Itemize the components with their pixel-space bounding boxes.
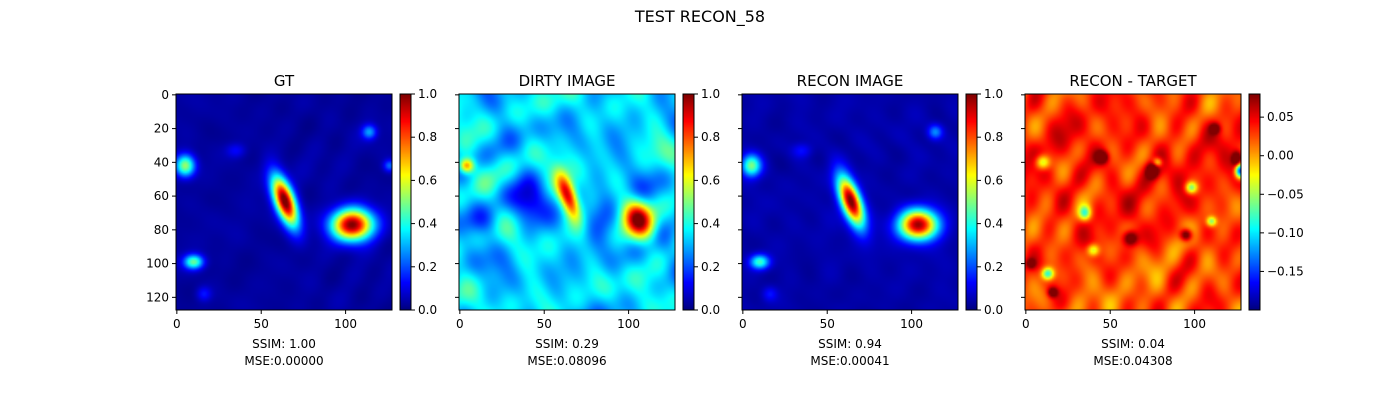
- colorbar-tick-label: 0.0: [418, 303, 437, 317]
- x-tick-label: 50: [537, 317, 552, 331]
- ssim-label: SSIM: 1.00: [252, 337, 316, 351]
- colorbar-tick-label: 0.8: [701, 130, 720, 144]
- heatmap-image: [1025, 94, 1241, 310]
- colorbar-tick-label: 0.2: [701, 260, 720, 274]
- panel-title: GT: [274, 72, 295, 90]
- x-tick-label: 100: [1183, 317, 1206, 331]
- colorbar-tick-label: 0.8: [418, 130, 437, 144]
- colorbar-frame: [965, 93, 978, 311]
- colorbar-gradient: [966, 94, 977, 310]
- panel-2: DIRTY IMAGE 0 50 100 SSIM: 0.29 MSE:0.08096 0.…: [455, 72, 720, 368]
- panel-1: GT 0 50 100 0 20 40 60 80 100 120 SSIM: 1.00 MSE:0.0…: [146, 72, 437, 368]
- colorbar-gradient: [400, 94, 411, 310]
- x-tick-label: 100: [900, 317, 923, 331]
- heatmap-image: [459, 94, 675, 310]
- x-tick-label: 100: [334, 317, 357, 331]
- x-tick-label: 50: [1103, 317, 1118, 331]
- colorbar-tick-label: 1.0: [701, 87, 720, 101]
- x-tick-label: 0: [739, 317, 747, 331]
- colorbar-tick-label: 0.4: [418, 217, 437, 231]
- mse-label: MSE:0.04308: [1093, 354, 1172, 368]
- panel-title: RECON IMAGE: [797, 72, 904, 90]
- axes-frame: [1024, 93, 1242, 311]
- ssim-label: SSIM: 0.04: [1101, 337, 1165, 351]
- colorbar-tick-label: 0.05: [1267, 110, 1294, 124]
- x-tick-label: 50: [820, 317, 835, 331]
- colorbar-tick-label: 1.0: [984, 87, 1003, 101]
- y-tick-label: 20: [154, 122, 169, 136]
- colorbar-tick-label: 0.0: [701, 303, 720, 317]
- y-tick-label: 120: [146, 290, 169, 304]
- x-tick-label: 0: [173, 317, 181, 331]
- panel-title: DIRTY IMAGE: [519, 72, 616, 90]
- colorbar-tick-label: 0.0: [984, 303, 1003, 317]
- colorbar-tick-label: −0.15: [1267, 264, 1304, 278]
- colorbar-tick-label: 0.00: [1267, 149, 1294, 163]
- colorbar-tick-label: 0.2: [418, 260, 437, 274]
- colorbar-tick-label: 0.6: [984, 173, 1003, 187]
- colorbar-tick-label: 0.4: [701, 217, 720, 231]
- y-tick-label: 80: [154, 223, 169, 237]
- panel-title: RECON - TARGET: [1069, 72, 1197, 90]
- colorbar-frame: [399, 93, 412, 311]
- colorbar-tick-label: −0.10: [1267, 226, 1304, 240]
- colorbar-frame: [682, 93, 695, 311]
- colorbar-tick-label: 0.4: [984, 217, 1003, 231]
- panel-3: RECON IMAGE 0 50 100 SSIM: 0.94 MSE:0.00041 0.…: [738, 72, 1003, 368]
- heatmap-image: [176, 94, 392, 310]
- x-tick-label: 0: [1022, 317, 1030, 331]
- x-tick-label: 0: [456, 317, 464, 331]
- colorbar-tick-label: 0.2: [984, 260, 1003, 274]
- x-tick-label: 50: [254, 317, 269, 331]
- y-tick-label: 60: [154, 189, 169, 203]
- colorbar-frame: [1248, 93, 1261, 311]
- colorbar-tick-label: 0.8: [984, 130, 1003, 144]
- axes-frame: [458, 93, 676, 311]
- figure-title: TEST RECON_58: [634, 7, 765, 27]
- mse-label: MSE:0.00000: [244, 354, 323, 368]
- colorbar-tick-label: −0.05: [1267, 187, 1304, 201]
- y-tick-label: 0: [161, 88, 169, 102]
- axes-frame: [741, 93, 959, 311]
- axes-frame: [175, 93, 393, 311]
- y-tick-label: 40: [154, 155, 169, 169]
- mse-label: MSE:0.00041: [810, 354, 889, 368]
- ssim-label: SSIM: 0.94: [818, 337, 882, 351]
- panel-4: RECON - TARGET 0 50 100 SSIM: 0.04 MSE:0.0430…: [1021, 72, 1304, 368]
- ssim-label: SSIM: 0.29: [535, 337, 599, 351]
- colorbar-tick-label: 0.6: [418, 173, 437, 187]
- heatmap-image: [742, 94, 958, 310]
- colorbar-gradient: [683, 94, 694, 310]
- colorbar-tick-label: 0.6: [701, 173, 720, 187]
- colorbar-gradient: [1249, 94, 1260, 310]
- mse-label: MSE:0.08096: [527, 354, 606, 368]
- x-tick-label: 100: [617, 317, 640, 331]
- colorbar-tick-label: 1.0: [418, 87, 437, 101]
- y-tick-label: 100: [146, 257, 169, 271]
